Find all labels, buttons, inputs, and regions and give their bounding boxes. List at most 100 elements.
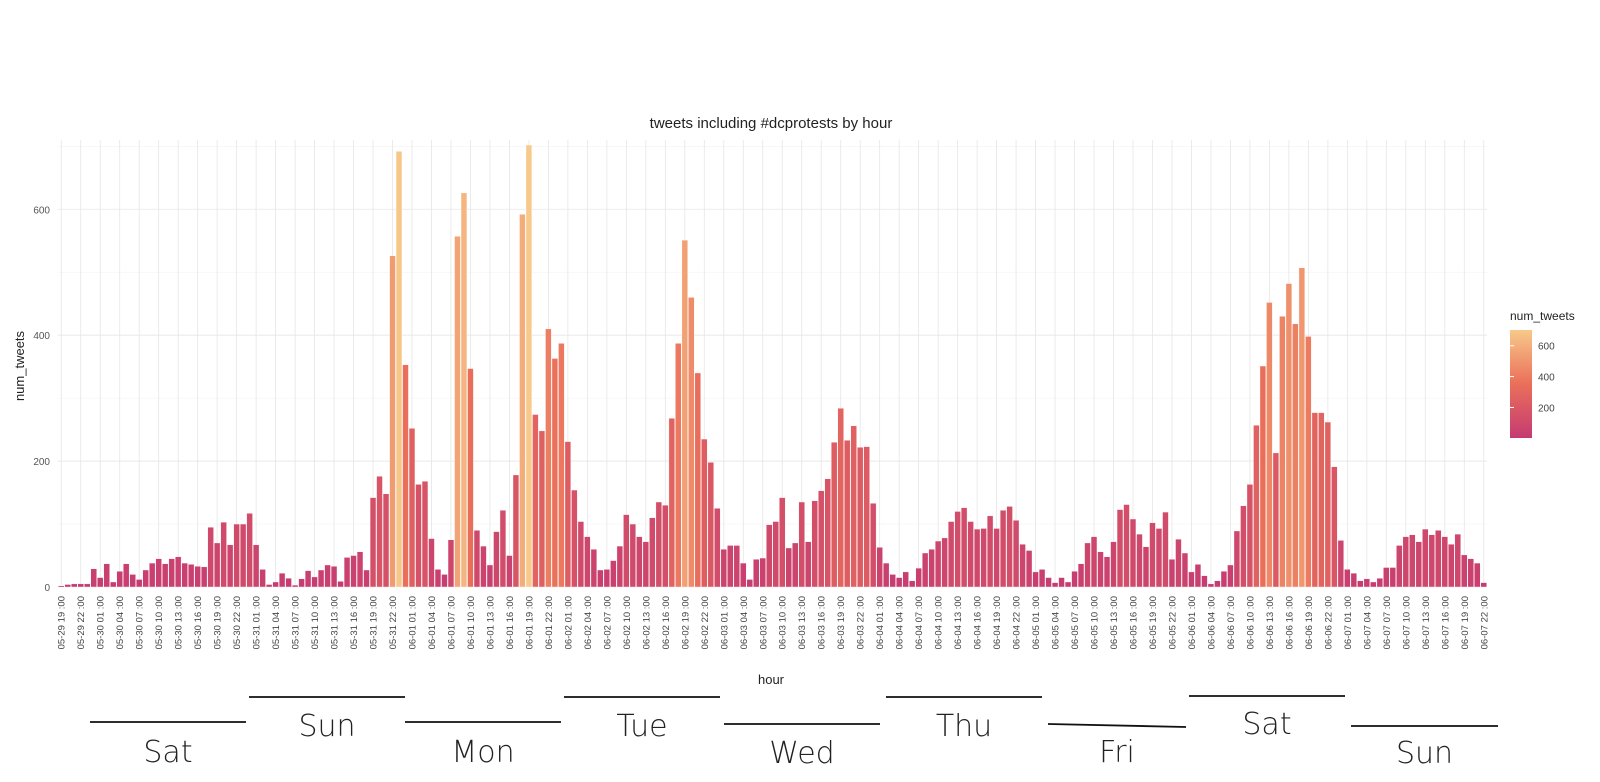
legend-tick-label: 400 <box>1538 373 1555 384</box>
x-tick-label: 05-29 22 :00 <box>76 596 87 649</box>
bar <box>168 558 175 588</box>
bar <box>1409 534 1416 588</box>
bar <box>58 585 65 588</box>
x-tick-label: 05-29 19 :00 <box>57 596 68 649</box>
bar <box>1285 283 1293 588</box>
bar <box>720 549 727 588</box>
x-tick-label: 06-04 04 :00 <box>895 596 906 649</box>
day-label: Sun <box>1396 736 1453 771</box>
x-tick-label: 06-05 19 :00 <box>1148 596 1159 649</box>
bar <box>1474 562 1481 588</box>
x-tick-label: 06-03 22 :00 <box>856 596 867 649</box>
bar <box>175 556 182 588</box>
bar <box>1441 536 1448 588</box>
x-tick-label: 05-30 10 :00 <box>154 596 165 649</box>
bar <box>551 358 559 588</box>
bar <box>188 564 195 588</box>
day-underline <box>1047 723 1187 728</box>
bar <box>831 441 838 588</box>
bar <box>805 541 812 588</box>
day-label: Fri <box>1099 735 1135 770</box>
bar <box>136 579 143 588</box>
x-tick-label: 06-04 07 :00 <box>914 596 925 649</box>
x-tick-label: 06-02 19 :00 <box>680 596 691 649</box>
x-tick-label: 06-03 04 :00 <box>739 596 750 649</box>
bar <box>785 547 792 588</box>
bar <box>707 462 714 588</box>
bar <box>71 583 78 588</box>
bar <box>818 490 825 588</box>
bar <box>337 581 344 588</box>
x-tick-label: 05-31 22 :00 <box>388 596 399 649</box>
bar <box>610 560 617 588</box>
bar <box>402 364 409 588</box>
bar <box>876 547 883 588</box>
legend-tick-label: 600 <box>1538 342 1555 353</box>
bar <box>1279 316 1286 588</box>
bar <box>564 441 572 588</box>
bar <box>681 239 688 588</box>
bar <box>1298 267 1306 588</box>
bar <box>1077 563 1085 588</box>
bar <box>408 428 416 588</box>
bar <box>200 566 208 588</box>
bar <box>870 503 877 588</box>
y-tick-label: 0 <box>44 583 50 594</box>
bar <box>304 570 312 588</box>
bar <box>1383 567 1390 588</box>
bar <box>97 577 104 588</box>
bar <box>1168 559 1176 588</box>
bar <box>1461 554 1468 588</box>
bar <box>499 509 507 588</box>
x-tick-label: 06-03 10 :00 <box>778 596 789 649</box>
bar <box>1480 582 1487 588</box>
x-tick-label: 06-06 07 :00 <box>1226 596 1237 649</box>
bar <box>1045 577 1052 588</box>
bar <box>766 524 773 588</box>
chart-title: tweets including #dcprotests by hour <box>650 115 893 132</box>
bar <box>1389 567 1396 588</box>
bar <box>110 581 117 588</box>
bar <box>1266 302 1273 588</box>
bar <box>1233 530 1241 588</box>
x-tick-label: 05-31 07 :00 <box>291 596 302 649</box>
bar <box>64 584 71 588</box>
bar <box>454 236 461 588</box>
bar <box>1012 520 1020 588</box>
bar <box>668 418 675 588</box>
day-label: Sat <box>143 735 192 770</box>
bar <box>1032 571 1039 588</box>
bar <box>960 507 968 588</box>
color-legend: num_tweets 200 400 600 <box>1510 309 1575 438</box>
bar <box>1337 540 1344 588</box>
bar <box>493 531 500 588</box>
x-tick-label: 05-31 19 :00 <box>369 596 380 649</box>
x-tick-label: 05-30 07 :00 <box>135 596 146 649</box>
x-tick-label: 06-01 19 :00 <box>524 596 535 649</box>
day-annotations: Sat Sun Mon Tue Wed Thu Fri Sat Sun <box>90 695 1498 771</box>
bar <box>291 584 299 588</box>
bar <box>740 562 747 588</box>
bar <box>1136 533 1143 588</box>
bar <box>265 584 273 588</box>
bar <box>947 521 955 588</box>
x-tick-label: 06-07 22 :00 <box>1479 596 1490 649</box>
bar <box>883 562 890 588</box>
x-tick-label: 06-07 13 :00 <box>1421 596 1432 649</box>
bar <box>239 523 247 588</box>
bar <box>226 544 234 588</box>
x-tick-label: 05-31 13 :00 <box>330 596 341 649</box>
bar <box>1227 564 1234 588</box>
bar <box>1064 581 1072 588</box>
x-tick-label: 06-04 19 :00 <box>992 596 1003 649</box>
bar <box>285 577 292 588</box>
bar <box>1123 504 1130 588</box>
x-tick-label: 05-31 04 :00 <box>271 596 282 649</box>
bar <box>84 583 91 588</box>
bar <box>636 536 643 588</box>
bar <box>1422 528 1429 588</box>
bar <box>460 192 468 588</box>
bar <box>1448 543 1455 588</box>
bar <box>1149 522 1156 588</box>
